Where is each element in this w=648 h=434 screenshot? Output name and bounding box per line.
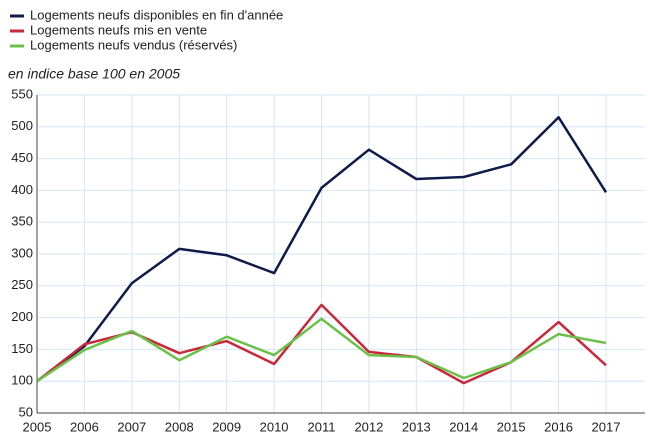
legend-label: Logements neufs mis en vente [30,22,207,37]
series-line [36,317,607,383]
y-tick-label: 400 [11,182,33,197]
series-line [36,116,608,383]
y-tick-label: 350 [11,214,33,229]
x-tick-label: 2012 [354,419,383,434]
y-tick-label: 500 [11,118,33,133]
y-tick-label: 300 [11,245,33,260]
y-tick-label: 50 [19,404,33,419]
x-tick-label: 2008 [165,419,194,434]
y-tick-label: 450 [11,150,33,165]
y-tick-label: 200 [11,309,33,324]
x-tick-label: 2015 [497,419,526,434]
x-tick-label: 2011 [308,419,336,434]
x-tick-label: 2007 [117,419,146,434]
legend-label: Logements neufs vendus (réservés) [30,37,237,52]
y-tick-label: 250 [11,277,33,292]
y-tick-label: 100 [11,373,33,388]
subtitle: en indice base 100 en 2005 [8,66,180,82]
x-tick-label: 2017 [592,419,621,434]
y-tick-label: 550 [11,86,33,101]
x-tick-label: 2009 [212,419,241,434]
x-tick-label: 2016 [544,419,573,434]
x-tick-label: 2010 [260,419,289,434]
legend-label: Logements neufs disponibles en fin d'ann… [30,7,283,22]
y-tick-label: 150 [11,341,33,356]
x-tick-label: 2005 [23,419,52,434]
x-tick-label: 2014 [449,419,478,434]
x-tick-label: 2013 [402,419,431,434]
x-tick-label: 2006 [70,419,99,434]
